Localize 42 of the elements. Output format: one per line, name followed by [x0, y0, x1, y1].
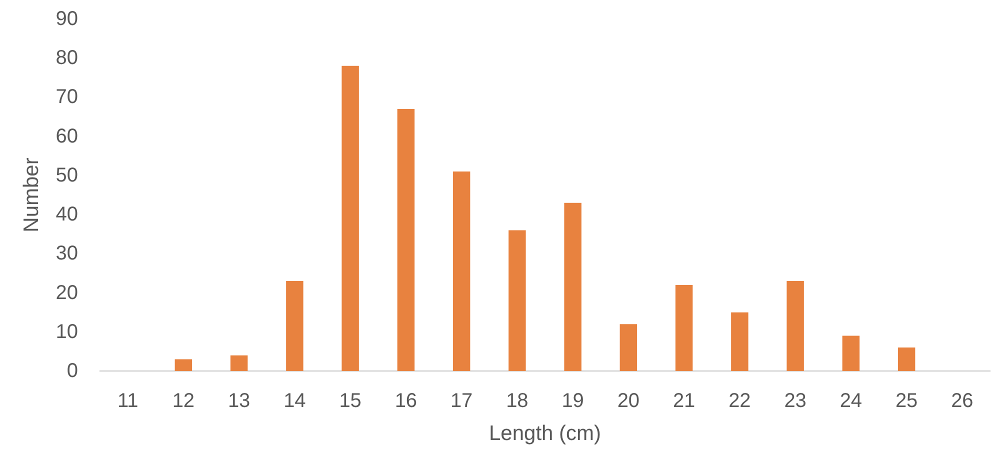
x-tick-label: 13 — [228, 390, 250, 412]
y-tick-label: 20 — [56, 282, 78, 304]
x-tick-label: 23 — [784, 390, 806, 412]
x-tick-label: 14 — [284, 390, 306, 412]
y-tick-label: 30 — [56, 242, 78, 265]
y-tick-label: 80 — [56, 47, 78, 70]
bar — [452, 172, 470, 371]
bar — [675, 284, 693, 371]
bar — [731, 312, 748, 371]
x-tick-label: 17 — [450, 390, 473, 412]
bar — [230, 355, 248, 371]
bar — [397, 108, 415, 371]
y-tick-label: 60 — [56, 125, 78, 148]
bar — [898, 348, 916, 371]
x-axis-title: Length (cm) — [488, 422, 602, 445]
bar — [564, 202, 582, 371]
x-tick-label: 12 — [172, 390, 195, 412]
bar — [286, 281, 304, 371]
x-tick-label: 15 — [339, 390, 362, 412]
y-tick-label: 40 — [56, 204, 78, 226]
x-tick-label: 22 — [728, 390, 751, 412]
x-tick-label: 21 — [672, 390, 696, 412]
x-tick-label: 16 — [394, 390, 418, 412]
x-tick-label: 20 — [617, 390, 640, 412]
bar — [842, 336, 860, 371]
x-tick-label: 18 — [506, 390, 528, 412]
y-tick-label: 0 — [66, 360, 78, 382]
bar — [174, 359, 192, 371]
x-tick-label: 19 — [562, 390, 584, 412]
bar — [342, 66, 359, 371]
x-tick-label: 24 — [840, 390, 862, 412]
y-tick-label: 90 — [56, 8, 78, 30]
bar — [786, 281, 804, 371]
x-tick-label: 26 — [951, 390, 974, 412]
y-tick-label: 50 — [56, 164, 78, 186]
y-axis-title: Number — [20, 158, 43, 232]
y-tick-label: 70 — [56, 86, 78, 108]
x-tick-label: 25 — [895, 390, 918, 412]
bar — [620, 324, 638, 371]
y-tick-label: 10 — [56, 320, 78, 343]
x-tick-label: 11 — [117, 390, 138, 412]
bar — [508, 230, 526, 371]
